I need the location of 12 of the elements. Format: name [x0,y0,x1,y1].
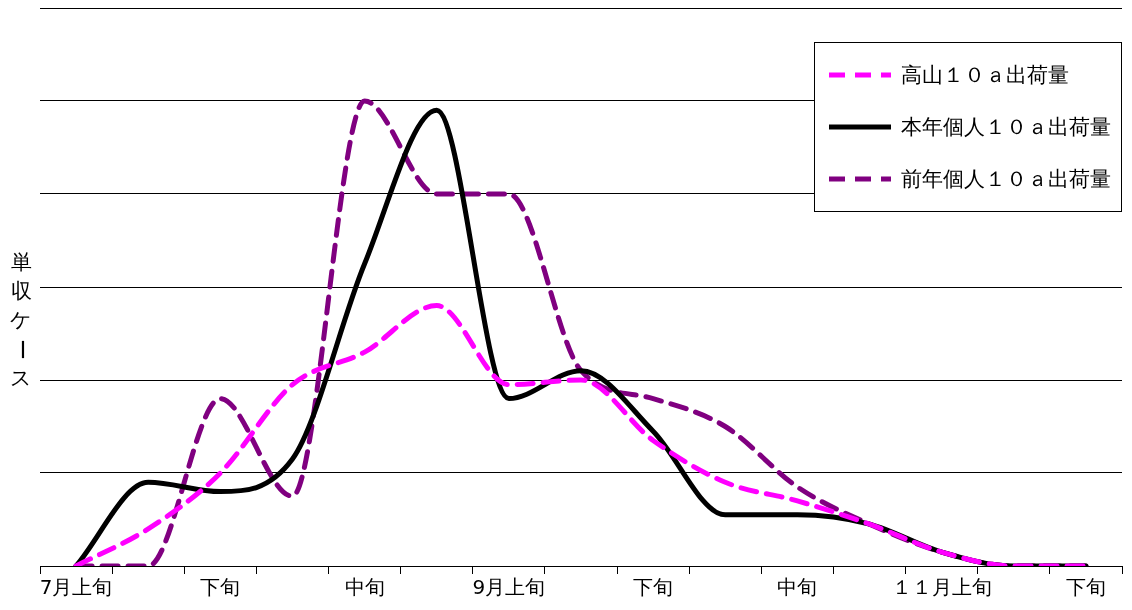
x-tick-label: 中旬 [777,575,818,600]
x-tick-label: 9月上旬 [472,575,546,600]
x-tick-label: 7月上旬 [39,575,113,600]
x-tick-label: １１月上旬 [891,575,992,600]
x-tick-label: 中旬 [344,575,385,600]
legend-label: 本年個人１０ａ出荷量 [901,114,1111,141]
x-tick-label: 下旬 [633,575,674,600]
legend-label: 前年個人１０ａ出荷量 [901,166,1111,193]
x-tick-label: 下旬 [1065,575,1106,600]
legend-label: 高山１０ａ出荷量 [901,62,1069,89]
y-axis-title: 単収ケース [8,249,35,392]
x-tick-label: 下旬 [200,575,241,600]
